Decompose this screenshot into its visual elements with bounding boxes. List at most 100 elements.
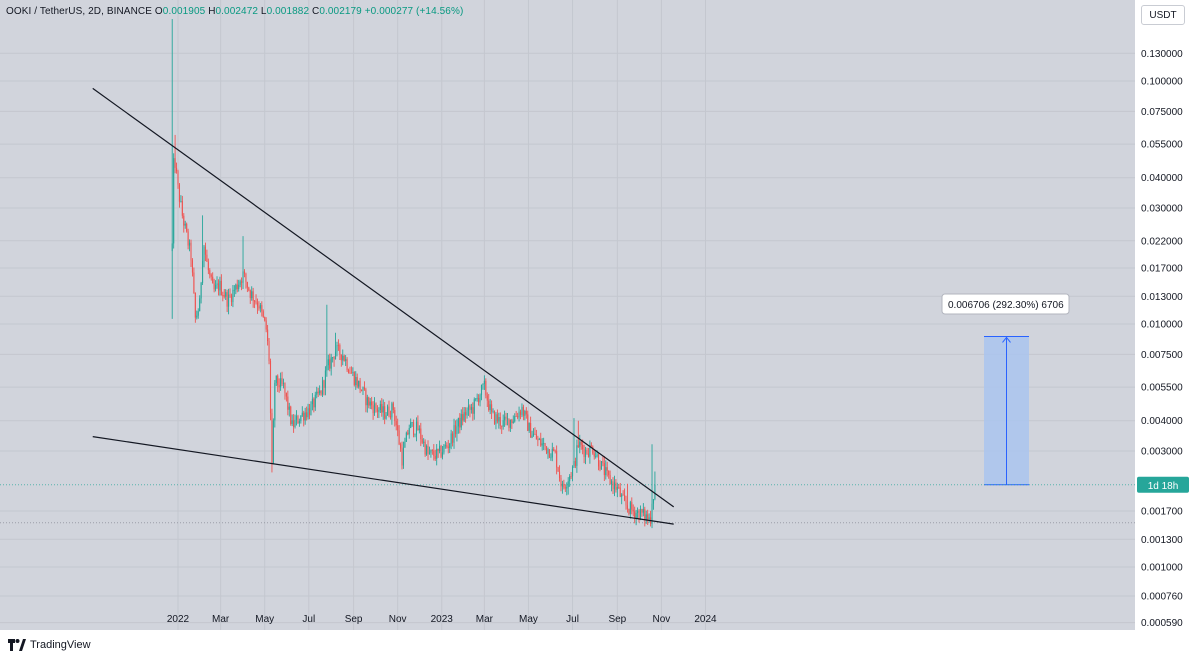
candle-body (580, 441, 582, 445)
candle-body (648, 517, 650, 520)
candle-body (324, 370, 326, 388)
candle-body (316, 391, 318, 395)
candle-body (534, 433, 536, 435)
candle-body (467, 405, 470, 411)
candle-body (235, 284, 237, 290)
candle-body (180, 201, 182, 202)
candle-body (333, 357, 335, 360)
candle-body (238, 284, 240, 289)
candle-body (395, 421, 397, 426)
candle-body (488, 400, 490, 411)
candle-body (223, 295, 225, 297)
candle-body (528, 422, 530, 431)
candle-body (404, 441, 406, 448)
candle-body (615, 482, 617, 490)
candle-body (219, 280, 221, 291)
candle-body (420, 428, 422, 440)
candle-body (629, 502, 631, 514)
candle-body (199, 298, 201, 312)
candle-body (245, 273, 247, 282)
price-tick-label: 0.003000 (1141, 447, 1183, 458)
candle-body (492, 410, 494, 412)
candle-body (300, 415, 302, 422)
candle-body (554, 450, 556, 452)
candle-body (213, 283, 215, 290)
candle-body (569, 476, 571, 482)
candle-body (486, 395, 488, 401)
time-tick-label: Mar (476, 614, 494, 625)
candle-body (545, 446, 548, 454)
candle-body (634, 511, 636, 519)
candle-body (265, 320, 267, 330)
candle-body (197, 311, 199, 316)
candle-body (391, 403, 393, 418)
candle-body (339, 344, 341, 355)
candle-body (304, 412, 306, 421)
tradingview-icon (8, 639, 26, 651)
currency-button[interactable]: USDT (1141, 5, 1185, 25)
time-tick-label: May (255, 614, 274, 625)
candle-body (592, 446, 594, 454)
time-tick-label: 2024 (694, 614, 717, 625)
candle-body (548, 449, 550, 458)
price-tick-label: 0.001300 (1141, 535, 1183, 546)
candle-body (463, 412, 465, 421)
candle-body (232, 289, 234, 303)
candle-body (509, 419, 511, 428)
candle-body (186, 223, 188, 232)
candles (171, 18, 656, 529)
candle-body (603, 463, 605, 476)
trendline-lower-support[interactable] (92, 436, 674, 525)
time-tick-label: Sep (345, 614, 363, 625)
time-tick-label: Sep (608, 614, 626, 625)
trendline-upper-resistance[interactable] (92, 87, 675, 508)
candle-body (248, 287, 250, 291)
candle-body (194, 292, 196, 318)
candle-body (437, 448, 439, 452)
candle-body (173, 158, 175, 244)
candle-body (574, 461, 576, 466)
candle-body (595, 456, 597, 457)
candle-body (378, 410, 380, 412)
candle-body (584, 449, 587, 458)
candle-body (321, 380, 324, 395)
candle-body (619, 487, 621, 497)
time-tick-label: Nov (389, 614, 407, 625)
candle-body (203, 246, 205, 262)
candle-body (269, 360, 272, 414)
change-value: +0.000277 (+14.56%) (364, 6, 464, 17)
candle-body (200, 282, 202, 299)
candle-body (582, 444, 584, 450)
candle-body (478, 397, 480, 403)
candle-body (252, 291, 254, 301)
candle-body (187, 231, 189, 246)
candle-body (579, 441, 581, 447)
candle-body (550, 457, 552, 459)
candle-body (532, 433, 535, 436)
candle-body (566, 487, 568, 489)
candle-body (323, 380, 325, 388)
candle-body (491, 404, 493, 412)
candle-body (264, 316, 266, 321)
candle-body (541, 443, 543, 446)
candle-body (330, 357, 332, 369)
candle-body (485, 380, 487, 396)
brand-name: TradingView (30, 639, 91, 651)
candle-body (498, 417, 500, 422)
candle-body (428, 452, 431, 454)
candle-body (408, 428, 410, 435)
candle-body (236, 284, 238, 289)
candle-body (573, 461, 575, 467)
candle-body (624, 495, 626, 501)
candle-body (242, 271, 244, 283)
candle-body (196, 315, 198, 318)
candle-body (287, 396, 289, 410)
candle-body (567, 481, 569, 488)
candle-body (421, 439, 423, 443)
candle-body (365, 389, 367, 406)
tradingview-logo[interactable]: TradingView (8, 637, 91, 653)
candle-body (375, 403, 377, 409)
candle-body (176, 167, 178, 172)
candle-body (515, 416, 517, 417)
